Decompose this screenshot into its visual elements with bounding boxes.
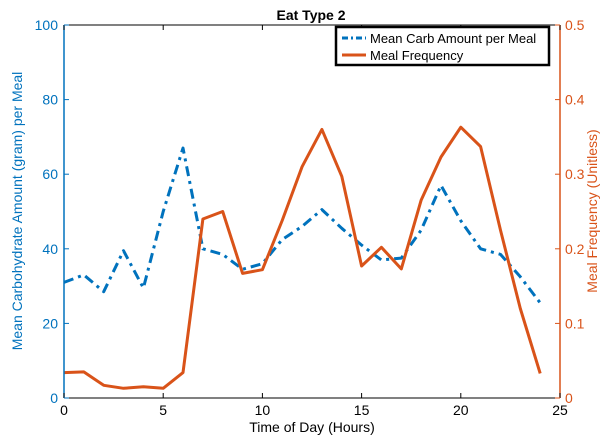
plot-background: [64, 25, 560, 398]
y-left-tick-label: 100: [35, 17, 59, 33]
y-axis-label-left: Mean Carbohydrate Amount (gram) per Meal: [9, 72, 25, 351]
y-left-tick-label: 0: [50, 390, 58, 406]
x-tick-label: 20: [453, 402, 469, 418]
y-left-tick-label: 20: [42, 315, 58, 331]
chart-legend: Mean Carb Amount per Meal Meal Frequency: [336, 27, 549, 65]
plot-area: [64, 25, 560, 398]
x-tick-label: 15: [354, 402, 370, 418]
y-right-tick-label: 0.4: [565, 92, 585, 108]
chart-title: Eat Type 2: [277, 7, 346, 23]
legend-entry-label: Meal Frequency: [370, 48, 464, 63]
y-right-tick-label: 0.3: [565, 166, 585, 182]
x-tick-label: 10: [255, 402, 271, 418]
y-right-tick-label: 0.2: [565, 241, 585, 257]
y-right-tick-label: 0: [565, 390, 573, 406]
x-axis-label: Time of Day (Hours): [249, 419, 375, 435]
x-tick-label: 0: [60, 402, 68, 418]
legend-entry-label: Mean Carb Amount per Meal: [370, 31, 536, 46]
y-left-tick-label: 80: [42, 92, 58, 108]
y-right-tick-label: 0.5: [565, 17, 585, 33]
y-axis-label-right: Meal Frequency (Unitless): [584, 129, 600, 292]
y-left-tick-label: 60: [42, 166, 58, 182]
y-right-tick-label: 0.1: [565, 315, 585, 331]
y-left-tick-label: 40: [42, 241, 58, 257]
x-tick-label: 5: [159, 402, 167, 418]
